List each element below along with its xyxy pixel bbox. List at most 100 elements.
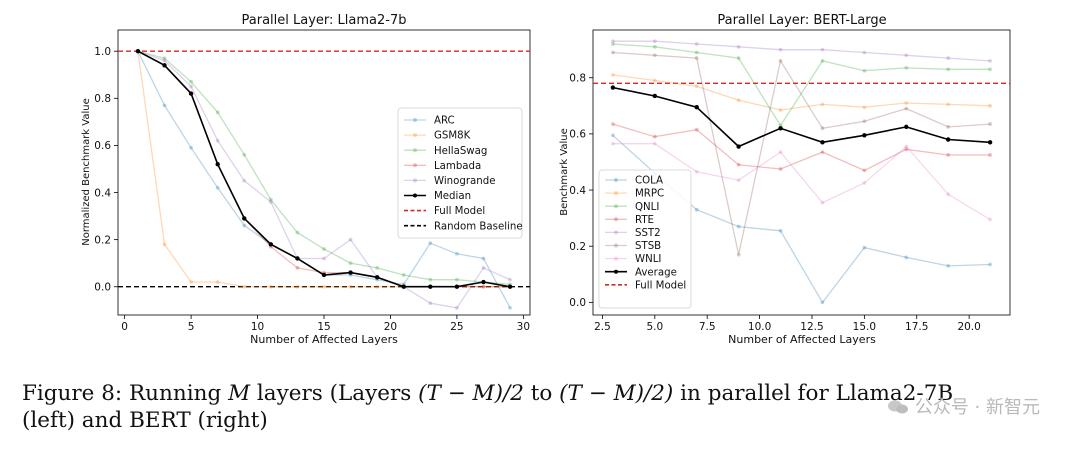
right-point-rte xyxy=(694,127,699,132)
left-legend-label-gsm8k: GSM8K xyxy=(434,131,471,142)
right-point-sst2 xyxy=(988,58,992,63)
left-point-lambada xyxy=(295,265,300,270)
left-point-median xyxy=(242,216,247,221)
left-ytick-label: 0.0 xyxy=(94,282,111,294)
watermark: 公众号 · 新智元 xyxy=(887,393,1040,419)
right-point-qnli xyxy=(652,44,657,49)
left-legend-label-lambada: Lambada xyxy=(434,161,481,172)
left-xtick-label: 20 xyxy=(384,321,397,333)
right-point-wnli xyxy=(988,217,992,222)
llama-y-axis-label: Normalized Benchmark Value xyxy=(81,98,92,246)
left-legend-marker-lambada xyxy=(413,163,417,168)
left-point-hellaswag xyxy=(189,79,193,84)
right-legend-label-full-model: Full Model xyxy=(635,280,686,291)
right-point-cola xyxy=(820,300,825,305)
left-series-winogrande xyxy=(137,50,511,309)
right-legend-label-stsb: STSB xyxy=(635,241,661,252)
llama-legend: ARC GSM8K HellaSwag Lambada Winogrande Median… xyxy=(397,107,523,239)
left-point-gsm8k xyxy=(375,284,380,289)
right-point-stsb xyxy=(652,53,657,58)
left-ytick-label: 0.2 xyxy=(94,234,111,246)
right-series-rte xyxy=(612,123,991,172)
right-legend-label-cola: COLA xyxy=(635,176,663,187)
left-xtick-label: 15 xyxy=(317,321,330,333)
right-legend-marker-average xyxy=(614,269,618,274)
right-point-cola xyxy=(946,263,951,268)
left-point-gsm8k xyxy=(348,284,353,289)
right-point-stsb xyxy=(820,126,825,131)
right-legend-marker-rte xyxy=(614,217,618,222)
right-point-mrpc xyxy=(736,98,741,103)
right-point-average xyxy=(610,85,616,90)
left-point-arc xyxy=(162,103,167,108)
right-point-mrpc xyxy=(652,78,657,83)
left-point-hellaswag xyxy=(401,273,406,277)
right-legend-marker-sst2 xyxy=(614,230,618,235)
right-point-average xyxy=(987,140,993,145)
right-point-mrpc xyxy=(946,102,951,107)
left-xtick-label: 0 xyxy=(121,321,128,333)
left-point-hellaswag xyxy=(375,265,380,270)
left-legend-label-hellaswag: HellaSwag xyxy=(434,146,487,157)
left-point-winogrande xyxy=(322,256,326,261)
left-point-winogrande xyxy=(242,178,247,183)
right-series-stsb xyxy=(612,51,991,255)
right-point-qnli xyxy=(694,50,699,55)
right-point-mrpc xyxy=(904,101,909,105)
figure-caption: Figure 8: Running M layers (Layers (T − … xyxy=(22,380,1072,434)
left-point-hellaswag xyxy=(242,152,247,157)
left-point-median xyxy=(454,284,460,289)
right-legend-label-qnli: QNLI xyxy=(635,202,659,213)
wechat-icon xyxy=(887,400,908,414)
bert-plot-frame xyxy=(592,29,1011,316)
left-ytick-label: 1.0 xyxy=(94,46,111,58)
left-legend-label-winogrande: Winogrande xyxy=(434,176,495,187)
left-point-hellaswag xyxy=(162,56,167,61)
right-point-mrpc xyxy=(694,84,699,89)
llama-series xyxy=(118,48,530,310)
right-point-sst2 xyxy=(820,47,825,52)
right-series-wnli xyxy=(612,143,991,221)
right-xtick-label: 7.5 xyxy=(699,321,716,333)
caption-label: Figure 8: Running xyxy=(22,381,222,406)
right-point-cola xyxy=(862,245,867,250)
left-point-arc xyxy=(215,185,220,190)
right-point-wnli xyxy=(946,192,951,197)
left-point-hellaswag xyxy=(295,230,300,235)
right-point-wnli xyxy=(862,181,867,185)
right-point-stsb xyxy=(611,50,615,55)
left-point-arc xyxy=(189,145,193,150)
right-point-mrpc xyxy=(611,73,615,77)
right-series-sst2 xyxy=(612,40,991,62)
right-point-wnli xyxy=(820,200,825,205)
bert-y-axis-label: Benchmark Value xyxy=(559,128,570,216)
right-legend-marker-cola xyxy=(614,178,618,182)
left-legend-marker-hellaswag xyxy=(413,148,417,153)
right-point-rte xyxy=(946,153,951,157)
right-point-average xyxy=(736,144,741,149)
right-point-stsb xyxy=(904,106,909,111)
right-legend-label-sst2: SST2 xyxy=(635,228,661,239)
right-point-cola xyxy=(988,262,992,267)
right-point-qnli xyxy=(611,42,615,46)
left-legend-marker-gsm8k xyxy=(413,133,417,138)
right-point-cola xyxy=(694,207,699,212)
left-point-gsm8k xyxy=(215,280,220,284)
left-point-hellaswag xyxy=(215,110,220,115)
bert-ticks: 2.5 5.0 7.5 10.0 12.5 15.0 17.5 20.0 0.0 0.2 0.4 0.… xyxy=(569,73,981,333)
right-xtick-label: 10.0 xyxy=(748,321,771,333)
right-point-stsb xyxy=(778,58,783,63)
right-point-qnli xyxy=(946,67,951,72)
right-xtick-label: 5.0 xyxy=(646,321,663,333)
left-legend-label-median: Median xyxy=(434,191,471,202)
right-point-stsb xyxy=(736,252,741,257)
left-point-gsm8k xyxy=(242,284,247,289)
right-ytick-label: 0.8 xyxy=(569,73,586,85)
left-point-winogrande xyxy=(508,277,512,282)
right-legend-marker-qnli xyxy=(614,204,618,209)
right-point-cola xyxy=(611,133,615,138)
left-point-median xyxy=(162,63,167,68)
left-legend-label-arc: ARC xyxy=(434,116,455,127)
left-point-median xyxy=(507,284,513,289)
left-point-median xyxy=(135,48,141,54)
